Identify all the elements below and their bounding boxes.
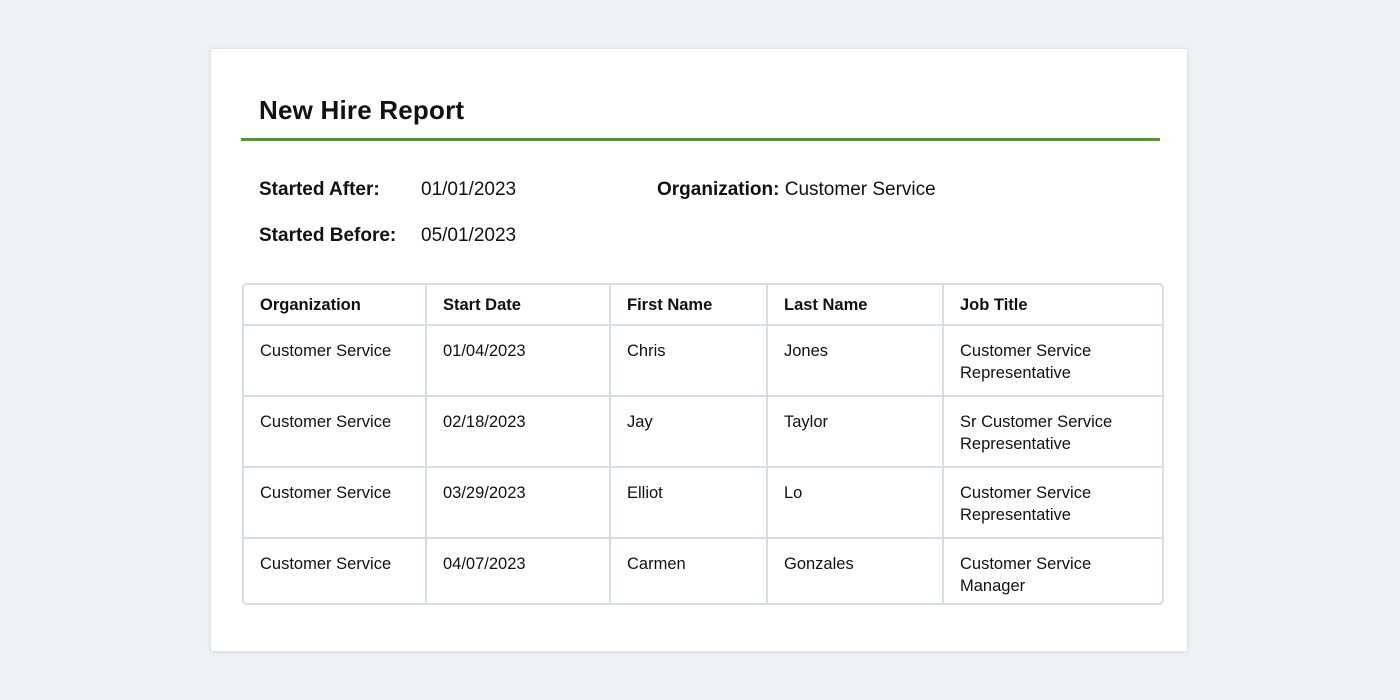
cell-job-title: Customer Service Representative: [944, 468, 1162, 539]
table-header-row: Organization Start Date First Name Last …: [244, 285, 1162, 326]
table-row: Customer Service 01/04/2023 Chris Jones …: [244, 326, 1162, 397]
cell-organization: Customer Service: [244, 468, 427, 539]
column-header-organization: Organization: [244, 285, 427, 326]
cell-start-date: 03/29/2023: [427, 468, 611, 539]
cell-organization: Customer Service: [244, 539, 427, 603]
report-card: New Hire Report Started After: 01/01/202…: [210, 48, 1188, 652]
started-before-value: 05/01/2023: [421, 225, 517, 246]
organization-filter: Organization: Customer Service: [657, 178, 936, 202]
cell-job-title: Sr Customer Service Representative: [944, 397, 1162, 468]
title-divider: [241, 138, 1160, 141]
organization-label: Organization:: [657, 179, 780, 200]
started-before-label: Started Before:: [259, 225, 397, 246]
cell-last-name: Taylor: [768, 397, 944, 468]
column-header-start-date: Start Date: [427, 285, 611, 326]
started-after-label: Started After:: [259, 179, 380, 200]
cell-last-name: Lo: [768, 468, 944, 539]
cell-start-date: 04/07/2023: [427, 539, 611, 603]
cell-first-name: Jay: [611, 397, 768, 468]
started-after-value: 01/01/2023: [421, 179, 517, 200]
column-header-last-name: Last Name: [768, 285, 944, 326]
organization-value: Customer Service: [784, 179, 936, 200]
column-header-first-name: First Name: [611, 285, 768, 326]
cell-start-date: 01/04/2023: [427, 326, 611, 397]
cell-first-name: Chris: [611, 326, 768, 397]
cell-last-name: Gonzales: [768, 539, 944, 603]
table-row: Customer Service 02/18/2023 Jay Taylor S…: [244, 397, 1162, 468]
table-row: Customer Service 04/07/2023 Carmen Gonza…: [244, 539, 1162, 603]
cell-job-title: Customer Service Manager: [960, 555, 1092, 595]
cell-first-name: Carmen: [611, 539, 768, 603]
table-row: Customer Service 03/29/2023 Elliot Lo Cu…: [244, 468, 1162, 539]
cell-last-name: Jones: [768, 326, 944, 397]
cell-organization: Customer Service: [244, 326, 427, 397]
report-title: New Hire Report: [259, 95, 465, 125]
column-header-job-title: Job Title: [944, 285, 1162, 326]
cell-start-date: 02/18/2023: [427, 397, 611, 468]
cell-first-name: Elliot: [611, 468, 768, 539]
cell-organization: Customer Service: [244, 397, 427, 468]
cell-job-title: Customer Service Representative: [944, 326, 1162, 397]
new-hire-table: Organization Start Date First Name Last …: [242, 283, 1164, 605]
